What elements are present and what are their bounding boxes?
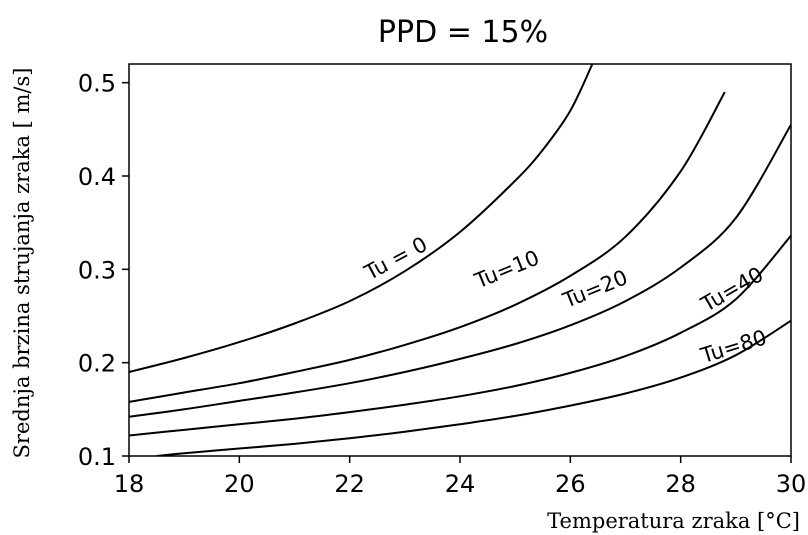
- x-tick-label: 24: [445, 470, 476, 498]
- y-tick-label: 0.5: [78, 70, 116, 98]
- x-tick-label: 20: [224, 470, 255, 498]
- curve-label: Tu=20: [559, 265, 631, 313]
- x-tick-label: 26: [555, 470, 586, 498]
- series-line-1: [129, 91, 726, 403]
- series-line-2: [129, 124, 791, 418]
- y-tick-label: 0.3: [78, 256, 116, 284]
- x-tick-label: 30: [776, 470, 807, 498]
- x-tick-label: 22: [334, 470, 365, 498]
- series-line-4: [156, 319, 791, 456]
- x-tick-label: 28: [665, 470, 696, 498]
- y-axis-label: Srednja brzina strujanja zraka [ m/s]: [10, 68, 34, 459]
- x-axis-label: Temperatura zraka [°C]: [547, 509, 800, 533]
- series-line-0: [129, 64, 594, 373]
- y-tick-label: 0.2: [78, 350, 116, 378]
- chart-title: PPD = 15%: [378, 15, 548, 50]
- y-tick-label: 0.1: [78, 443, 116, 471]
- curve-label: Tu=40: [696, 262, 767, 317]
- series-line-3: [129, 235, 791, 437]
- curve-label: Tu=10: [470, 246, 542, 294]
- y-tick-label: 0.4: [78, 163, 116, 191]
- curve-label: Tu=80: [697, 325, 769, 368]
- x-tick-label: 18: [114, 470, 145, 498]
- plot-area: 18 20 22 24 26 28 300.10.20.30.40.5Tu = 0 Tu=10…: [78, 63, 807, 498]
